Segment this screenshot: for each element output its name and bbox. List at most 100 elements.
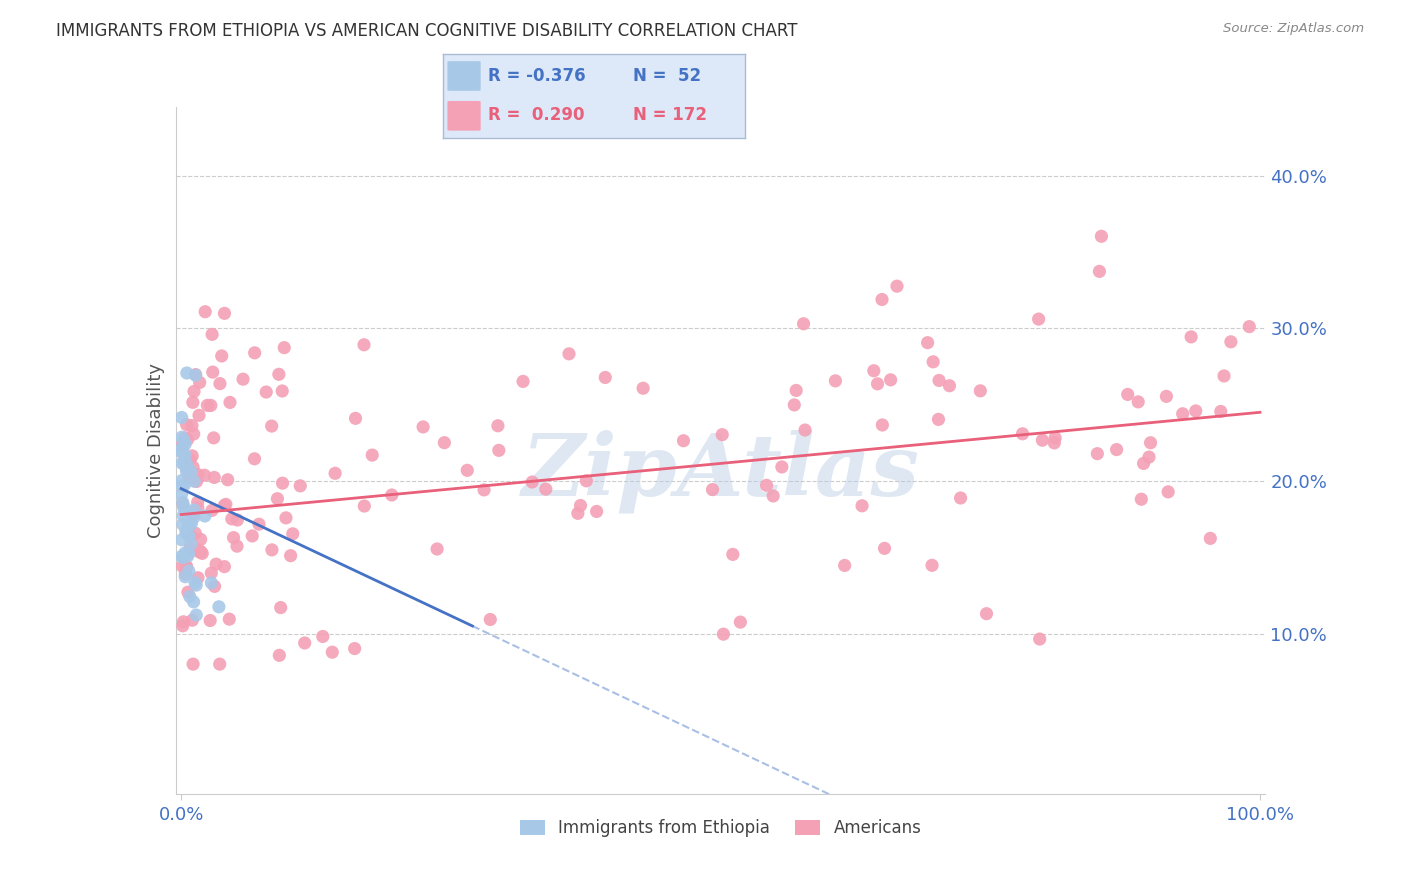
Point [1209, 404, 1232, 418]
Point [174, 431, 197, 445]
Point [172, 508, 194, 523]
Point [1157, 484, 1180, 499]
Text: R = -0.376: R = -0.376 [488, 67, 586, 85]
Point [1219, 334, 1241, 349]
Point [170, 533, 193, 547]
Point [172, 517, 194, 532]
Point [294, 636, 316, 650]
Point [872, 417, 894, 432]
Point [381, 488, 404, 502]
Point [219, 395, 242, 409]
Y-axis label: Cognitive Disability: Cognitive Disability [146, 363, 165, 538]
Point [922, 355, 945, 369]
Point [222, 531, 245, 545]
Point [187, 543, 209, 558]
Point [1031, 433, 1053, 447]
Point [183, 384, 205, 399]
Point [188, 545, 211, 559]
Point [456, 463, 478, 477]
Point [170, 549, 193, 564]
Point [412, 420, 434, 434]
Point [186, 475, 208, 489]
Point [208, 657, 231, 672]
Point [794, 423, 817, 437]
Point [534, 482, 557, 496]
Point [1085, 447, 1108, 461]
Point [194, 304, 217, 318]
Text: R =  0.290: R = 0.290 [488, 106, 585, 124]
Point [188, 376, 211, 390]
Point [1180, 330, 1202, 344]
Point [433, 435, 456, 450]
Point [226, 539, 249, 553]
Point [783, 398, 806, 412]
Point [921, 558, 943, 573]
Point [170, 441, 193, 455]
Point [170, 442, 193, 456]
Text: N =  52: N = 52 [633, 67, 702, 85]
Point [173, 434, 195, 448]
Point [184, 368, 207, 382]
Point [172, 479, 194, 493]
Point [472, 483, 495, 497]
Point [280, 549, 302, 563]
Point [273, 341, 295, 355]
Point [873, 541, 896, 556]
Point [290, 479, 312, 493]
Point [1213, 368, 1236, 383]
Point [762, 489, 785, 503]
Point [181, 657, 204, 672]
Point [353, 338, 375, 352]
Point [176, 559, 198, 574]
Point [174, 437, 197, 451]
Point [479, 613, 502, 627]
Point [730, 615, 752, 629]
Point [172, 615, 194, 629]
Point [755, 478, 778, 492]
Point [181, 418, 204, 433]
Point [183, 595, 205, 609]
Point [179, 590, 201, 604]
Point [870, 293, 893, 307]
Point [170, 445, 193, 459]
Point [260, 419, 283, 434]
Point [184, 368, 207, 383]
Point [172, 497, 194, 511]
Point [191, 546, 214, 560]
Text: Source: ZipAtlas.com: Source: ZipAtlas.com [1223, 22, 1364, 36]
Point [186, 608, 208, 623]
Point [177, 529, 200, 543]
Point [969, 384, 991, 398]
Point [176, 526, 198, 541]
Point [226, 513, 249, 527]
Point [585, 504, 607, 518]
Point [862, 364, 884, 378]
Point [221, 512, 243, 526]
Point [177, 518, 200, 533]
Point [184, 526, 207, 541]
Point [1088, 264, 1111, 278]
Point [323, 467, 346, 481]
Point [785, 384, 807, 398]
Point [486, 418, 509, 433]
Point [426, 541, 449, 556]
Point [193, 468, 215, 483]
Point [938, 378, 960, 392]
Point [176, 366, 198, 380]
FancyBboxPatch shape [447, 62, 481, 91]
Point [180, 516, 202, 531]
Point [172, 495, 194, 509]
Point [174, 449, 197, 463]
Point [343, 641, 366, 656]
Point [214, 499, 236, 513]
Point [195, 398, 218, 412]
Text: ZipAtlas: ZipAtlas [522, 429, 920, 513]
Point [170, 430, 193, 444]
Point [172, 438, 194, 452]
Point [177, 564, 200, 578]
Point [214, 306, 236, 320]
Point [183, 503, 205, 517]
Point [181, 449, 204, 463]
Point [187, 467, 209, 482]
Text: IMMIGRANTS FROM ETHIOPIA VS AMERICAN COGNITIVE DISABILITY CORRELATION CHART: IMMIGRANTS FROM ETHIOPIA VS AMERICAN COG… [56, 22, 797, 40]
